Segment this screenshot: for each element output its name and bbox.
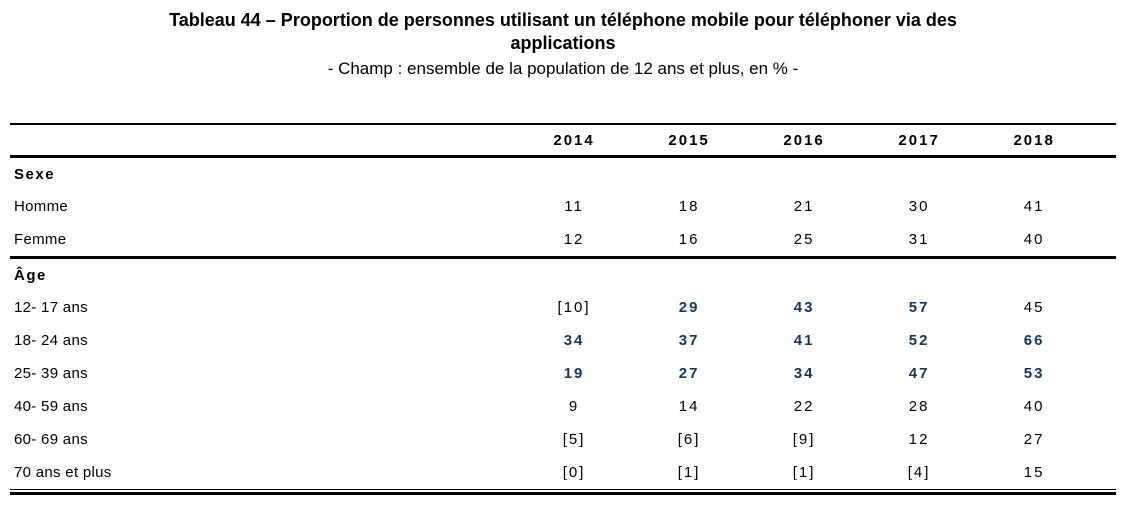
row-filler: [1092, 423, 1116, 456]
value-cell: 40: [1023, 398, 1045, 415]
row-filler: [1092, 223, 1116, 258]
section-label: Sexe: [14, 166, 56, 183]
section-row-age: Âge: [10, 256, 1116, 291]
value-cell: 16: [678, 231, 700, 248]
value-cell: 57: [908, 299, 930, 316]
value-cell: 41: [793, 332, 815, 349]
row-filler: [1092, 190, 1116, 223]
value-cell: 14: [678, 398, 700, 415]
table-row: Homme 11 18 21 30 41: [10, 190, 1116, 223]
year-header-2017: 2017: [861, 124, 977, 158]
value-cell: 41: [1023, 198, 1045, 215]
value-cell: 28: [908, 398, 930, 415]
value-cell: 53: [1023, 365, 1045, 382]
value-cell: [9]: [792, 431, 816, 448]
row-label: 60- 69 ans: [14, 431, 88, 448]
row-filler: [1092, 390, 1116, 423]
value-cell: [1]: [677, 464, 701, 481]
label-column-header: [10, 124, 517, 158]
value-cell: [0]: [562, 464, 586, 481]
value-cell: [6]: [677, 431, 701, 448]
table-row: 70 ans et plus [0] [1] [1] [4] 15: [10, 456, 1116, 489]
value-cell: 34: [563, 332, 585, 349]
page-title: Tableau 44 – Proportion de personnes uti…: [0, 9, 1126, 55]
header-filler: [1091, 124, 1116, 158]
value-cell: 27: [678, 365, 700, 382]
value-cell: [5]: [562, 431, 586, 448]
page-title-line2: applications: [510, 33, 616, 53]
table-header-row: 2014 2015 2016 2017 2018: [10, 124, 1116, 158]
value-cell: [4]: [907, 464, 931, 481]
data-table: 2014 2015 2016 2017 2018 Sexe Homme 11 18 21 30 41…: [10, 123, 1116, 489]
section-label: Âge: [10, 256, 1116, 291]
table-bottom-rule: [10, 489, 1116, 495]
table-row: Femme 12 16 25 31 40: [10, 223, 1116, 258]
row-filler: [1092, 291, 1116, 324]
table-row: 18- 24 ans 34 37 41 52 66: [10, 324, 1116, 357]
value-cell: 12: [563, 231, 585, 248]
value-cell: 12: [908, 431, 930, 448]
value-cell: 19: [563, 365, 585, 382]
value-cell: 29: [678, 299, 700, 316]
value-cell: 52: [908, 332, 930, 349]
value-cell: 9: [568, 398, 580, 415]
value-cell: 34: [793, 365, 815, 382]
row-label: 12- 17 ans: [14, 299, 88, 316]
value-cell: 43: [793, 299, 815, 316]
row-label: 40- 59 ans: [14, 398, 88, 415]
year-header-2016: 2016: [746, 124, 862, 158]
table-row: 12- 17 ans [10] 29 43 57 45: [10, 291, 1116, 324]
value-cell: 40: [1023, 231, 1045, 248]
value-cell: [1]: [792, 464, 816, 481]
value-cell: 11: [564, 198, 584, 215]
row-label: 25- 39 ans: [14, 365, 88, 382]
year-header-2015: 2015: [631, 124, 747, 158]
year-header-2018: 2018: [976, 124, 1092, 158]
row-label: 18- 24 ans: [14, 332, 88, 349]
row-filler: [1092, 456, 1116, 489]
page-title-line1: Tableau 44 – Proportion de personnes uti…: [169, 10, 957, 30]
table-row: 40- 59 ans 9 14 22 28 40: [10, 390, 1116, 423]
value-cell: 66: [1023, 332, 1045, 349]
value-cell: 47: [908, 365, 930, 382]
table-head: 2014 2015 2016 2017 2018: [10, 124, 1116, 158]
row-label: 70 ans et plus: [14, 464, 112, 481]
value-cell: [10]: [557, 299, 591, 316]
row-label: Femme: [14, 231, 67, 248]
value-cell: 21: [793, 198, 815, 215]
value-cell: 22: [793, 398, 815, 415]
table-row: 60- 69 ans [5] [6] [9] 12 27: [10, 423, 1116, 456]
row-filler: [1092, 357, 1116, 390]
value-cell: 31: [908, 231, 930, 248]
page-subtitle: - Champ : ensemble de la population de 1…: [327, 59, 799, 78]
year-header-2014: 2014: [516, 124, 632, 158]
value-cell: 45: [1023, 299, 1045, 316]
table-row: 25- 39 ans 19 27 34 47 53: [10, 357, 1116, 390]
value-cell: 15: [1023, 464, 1045, 481]
section-row-sexe: Sexe: [10, 157, 1116, 191]
value-cell: 30: [908, 198, 930, 215]
value-cell: 18: [678, 198, 700, 215]
table-zone: 2014 2015 2016 2017 2018 Sexe Homme 11 18 21 30 41…: [10, 123, 1116, 495]
value-cell: 25: [793, 231, 815, 248]
row-filler: [1092, 324, 1116, 357]
value-cell: 27: [1023, 431, 1045, 448]
table-body: Sexe Homme 11 18 21 30 41 Femme 12 16 25 31 40 Âge 12-…: [10, 157, 1116, 490]
row-label: Homme: [14, 198, 69, 215]
value-cell: 37: [678, 332, 700, 349]
